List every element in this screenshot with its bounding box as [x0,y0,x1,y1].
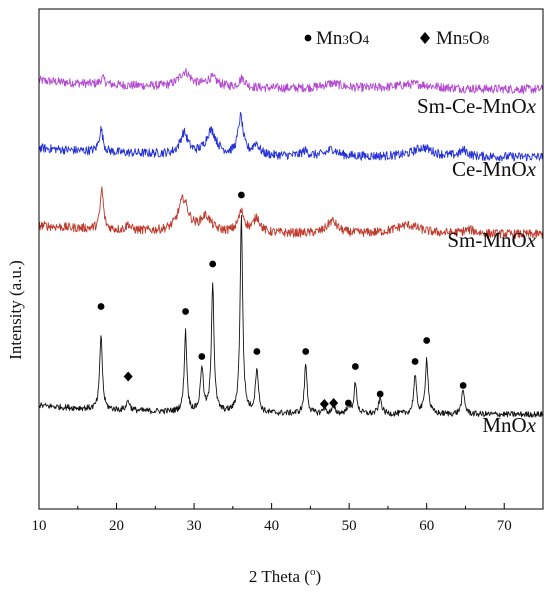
legend-o-1: O [469,28,483,49]
legend-sub-1a: 5 [462,32,469,47]
legend-sub-1b: 8 [483,32,490,47]
series-line-3 [38,214,543,418]
x-tick-label-4: 50 [342,518,357,534]
x-tick-label-5: 60 [419,518,434,534]
x-title-main: 2 Theta ( [249,567,310,586]
series-label-1: Ce-MnOx [452,157,537,181]
x-tick-label-1: 20 [109,518,124,534]
peak-marker-circle-7 [302,348,310,355]
legend-circle-symbol [304,34,312,42]
legend-diamond-symbol [420,32,430,44]
series-label-2: Sm-MnOx [447,228,536,252]
peak-marker-circle-0 [97,303,105,310]
tick-layer: 10 20 30 40 50 60 70 [32,503,512,534]
plot-frame [38,8,544,510]
legend-label-mn3o4: Mn3O4 [316,28,370,49]
series-label-name-3: MnO [482,413,526,437]
legend-mn-1: Mn [436,28,463,49]
peak-marker-diamond-9 [329,398,339,408]
legend-label-mn5o8: Mn5O8 [436,28,489,49]
legend-sub-0a: 3 [342,32,349,47]
series-label-3: MnOx [482,413,536,437]
peak-marker-diamond-8 [319,399,329,409]
peak-marker-circle-12 [376,390,384,398]
series-label-suffix-0: x [526,94,537,118]
peak-marker-circle-5 [237,191,245,199]
peak-marker-circle-2 [182,308,189,315]
x-tick-label-3: 40 [264,518,279,534]
series-line-1 [38,112,544,162]
peak-marker-circle-4 [209,260,217,268]
series-label-suffix-3: x [526,413,537,437]
x-title-degree: o [310,566,316,578]
peak-marker-circle-15 [459,382,467,389]
legend-mn-0: Mn [316,28,343,49]
legend-sub-0b: 4 [363,32,370,47]
legend-o-0: O [349,28,363,49]
y-axis-title: Intensity (a.u.) [6,260,25,360]
series-layer [38,67,544,418]
peak-marker-circle-11 [351,363,359,370]
series-label-suffix-1: x [526,157,537,181]
series-label-0: Sm-Ce-MnOx [417,94,537,118]
x-tick-label-2: 30 [187,518,202,534]
series-line-2 [38,186,544,239]
peak-marker-circle-3 [198,353,206,360]
series-label-name-1: Ce-MnO [452,157,527,181]
x-tick-label-6: 70 [497,518,512,534]
marker-layer [97,191,467,409]
peak-marker-circle-13 [411,358,419,365]
series-label-name-0: Sm-Ce-MnO [417,94,527,118]
peak-marker-circle-10 [344,399,352,407]
peak-marker-circle-6 [253,348,261,355]
series-label-suffix-2: x [526,228,537,252]
peak-marker-circle-14 [423,337,431,344]
legend: Mn3O4 Mn5O8 [304,28,489,49]
peak-marker-diamond-1 [123,371,133,382]
x-axis-title: 2 Theta (o) [249,566,321,586]
series-line-0 [38,67,544,94]
x-tick-label-0: 10 [32,518,47,534]
x-title-close: ) [315,567,321,586]
series-label-name-2: Sm-MnO [447,228,526,252]
